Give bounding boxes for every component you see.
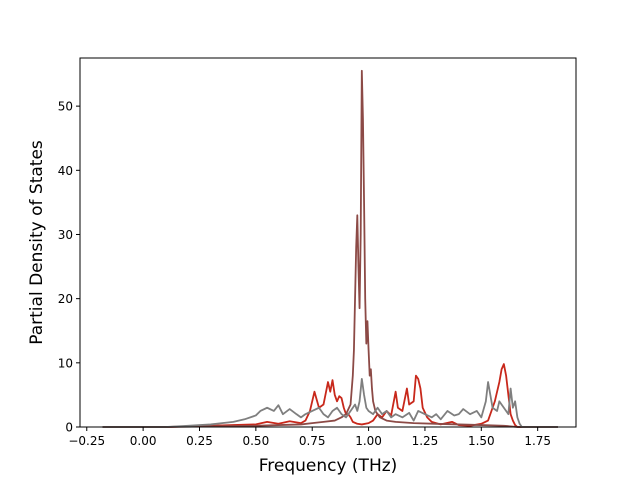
series-line-3: [102, 377, 558, 428]
x-tick-label: 1.00: [355, 434, 382, 448]
y-tick-label: 50: [58, 100, 73, 114]
x-tick-label: 0.50: [242, 434, 269, 448]
x-tick-label: 0.00: [130, 434, 157, 448]
y-tick-label: 10: [58, 356, 73, 370]
x-tick-label: 0.75: [299, 434, 326, 448]
x-tick-label: 1.50: [468, 434, 495, 448]
series-line-2: [102, 69, 558, 428]
y-axis-label: Partial Density of States: [27, 140, 47, 345]
x-tick-label: 1.25: [412, 434, 439, 448]
y-tick-label: 40: [58, 164, 73, 178]
y-tick-label: 0: [65, 421, 73, 435]
series-layer: [102, 69, 558, 428]
x-axis-ticks: −0.25 0.00 0.25 0.50 0.75 1.00 1.25 1.50 1.75: [68, 427, 551, 448]
y-axis-ticks: 0 10 20 30 40 50: [58, 100, 80, 435]
series-line-1: [102, 363, 558, 428]
y-tick-label: 20: [58, 292, 73, 306]
plot-area-frame: [79, 57, 577, 428]
x-axis-label: Frequency (THz): [259, 456, 398, 476]
y-tick-label: 30: [58, 228, 73, 242]
x-tick-label: 1.75: [524, 434, 551, 448]
x-tick-label: 0.25: [186, 434, 213, 448]
x-tick-label: −0.25: [68, 434, 105, 448]
